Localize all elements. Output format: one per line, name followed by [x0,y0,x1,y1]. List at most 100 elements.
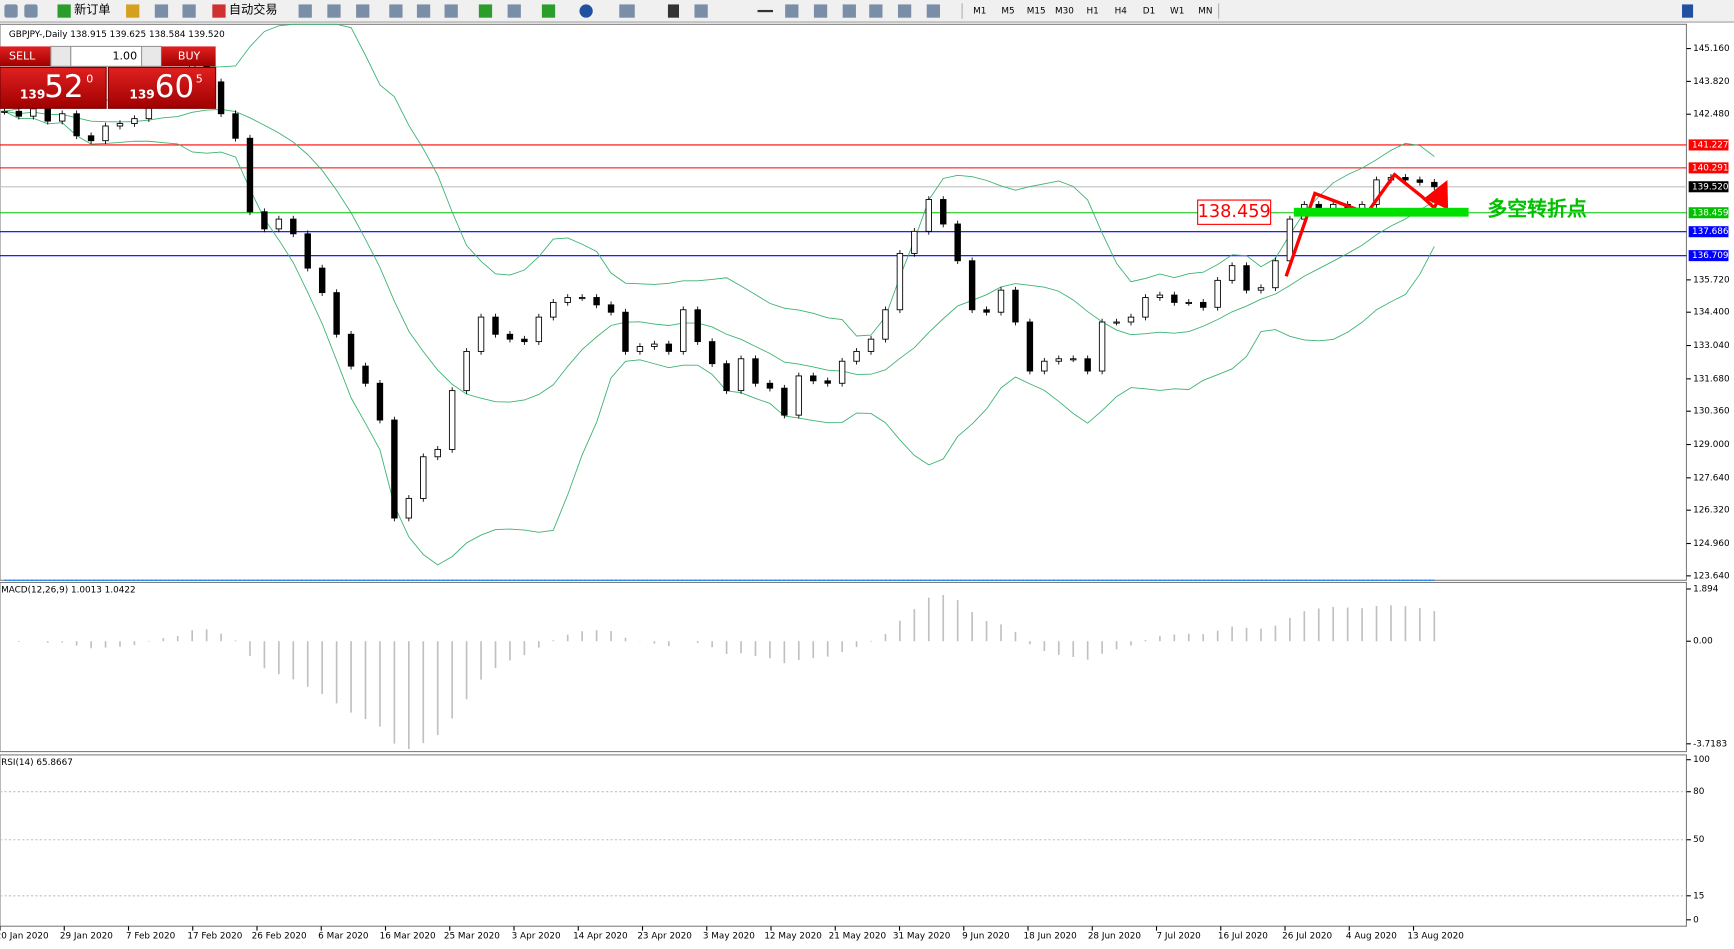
timeframe-button[interactable]: M15 [1027,7,1046,17]
candle-body [246,137,254,213]
icon[interactable] [813,4,828,18]
level-label-bg [1688,181,1729,193]
macd-pane [0,581,1688,753]
auto-trading-button[interactable]: 自动交易 [229,1,278,16]
lot-value[interactable]: 1.00 [113,49,138,62]
candle-body [550,301,557,318]
candle-body [1272,260,1279,289]
timeframe-button[interactable]: MN [1198,7,1212,17]
candle-body [1373,179,1380,205]
candle-body [116,123,124,127]
icon[interactable] [416,4,431,18]
timeframe-button[interactable]: H1 [1086,7,1098,17]
icon[interactable] [126,4,140,18]
icon[interactable] [926,4,940,18]
icon[interactable] [667,4,680,18]
toolbar [0,0,1734,23]
buy-price-box[interactable] [107,66,217,109]
buy-big[interactable]: 139 [129,88,154,102]
candle-body [1070,358,1077,361]
timeframe-button[interactable]: H4 [1115,7,1128,17]
icon[interactable] [785,4,799,18]
candle-body [665,343,673,352]
sell-price-box[interactable] [0,66,107,109]
icon[interactable] [182,4,196,18]
lot-down[interactable] [50,45,72,67]
icon[interactable] [897,4,912,18]
icon[interactable] [154,4,169,18]
timeframe-button[interactable]: M5 [1001,7,1014,17]
candle-body [795,375,803,416]
icon[interactable] [356,4,370,18]
sell-button[interactable] [0,46,51,67]
lot-up[interactable] [140,45,163,67]
candle-body [578,297,586,300]
icon[interactable] [478,4,493,18]
macd-y-tick-label: 0.00 [1693,637,1713,647]
sell-pips[interactable]: 52 [44,69,83,105]
rsi-y-tick-label: 100 [1693,755,1710,765]
timeframe-button[interactable]: M1 [973,7,986,17]
icon[interactable] [24,4,38,18]
date-label: 31 May 2020 [893,932,951,942]
candle-body [1127,316,1135,323]
buy-button[interactable] [161,46,216,67]
y-tick-label: 130.360 [1693,407,1730,417]
candle-body [1431,181,1438,188]
candle-body [492,316,499,335]
macd-y-tick-label: -3.7183 [1693,739,1727,749]
buy-label[interactable]: BUY [178,49,201,62]
candle-body [420,456,427,499]
candle-body [838,360,846,384]
sell-big[interactable]: 139 [20,88,45,102]
annotation-text: 多空转折点 [1487,197,1587,221]
icon[interactable] [4,4,18,18]
y-tick-label: 145.160 [1693,44,1730,54]
icon[interactable] [389,4,403,18]
candle-body [30,108,37,117]
y-tick-label: 127.640 [1693,473,1730,483]
candle-body [1185,301,1192,304]
date-label: 25 Mar 2020 [444,932,500,942]
date-label: 9 Jun 2020 [962,932,1010,942]
icon[interactable] [619,4,635,18]
candle-body [521,338,528,343]
symbol-info: GBPJPY-,Daily 138.915 139.625 138.584 13… [9,30,225,40]
icon[interactable] [694,4,708,18]
buy-pips[interactable]: 60 [155,69,194,105]
icon[interactable] [327,4,341,18]
icon[interactable] [57,4,71,18]
bollinger-band [4,108,1435,403]
icon[interactable] [579,4,593,18]
timeframe-button[interactable]: W1 [1170,7,1184,17]
sell-frac[interactable]: 0 [86,73,93,86]
candle-body [940,199,947,225]
icon[interactable] [869,4,883,18]
new-order-button[interactable]: 新订单 [74,1,110,16]
icon[interactable] [507,4,521,18]
icon[interactable] [212,4,226,18]
candle-body [911,230,918,254]
icon[interactable] [298,4,312,18]
sell-label[interactable]: SELL [9,49,36,62]
icon[interactable] [842,4,856,18]
rsi-y-tick-label: 80 [1693,787,1705,797]
level-label: 137.686 [1692,227,1729,237]
date-label: 4 Aug 2020 [1346,932,1397,942]
icon[interactable] [541,4,556,18]
icon[interactable] [444,4,458,18]
timeframe-button[interactable]: M30 [1055,7,1074,17]
date-label: 6 Mar 2020 [318,932,369,942]
candle-body [102,125,109,142]
buy-frac[interactable]: 5 [196,73,203,86]
candle-body [463,350,470,392]
level-label-bg [1688,250,1729,262]
candle-body [1142,297,1149,318]
bollinger-band [4,23,1435,337]
candle-body [867,338,875,352]
icon[interactable] [757,9,774,13]
timeframe-button[interactable]: D1 [1143,7,1155,17]
search-icon[interactable] [1682,4,1694,18]
level-label-bg [1688,139,1729,151]
level-label: 140.291 [1692,163,1729,173]
